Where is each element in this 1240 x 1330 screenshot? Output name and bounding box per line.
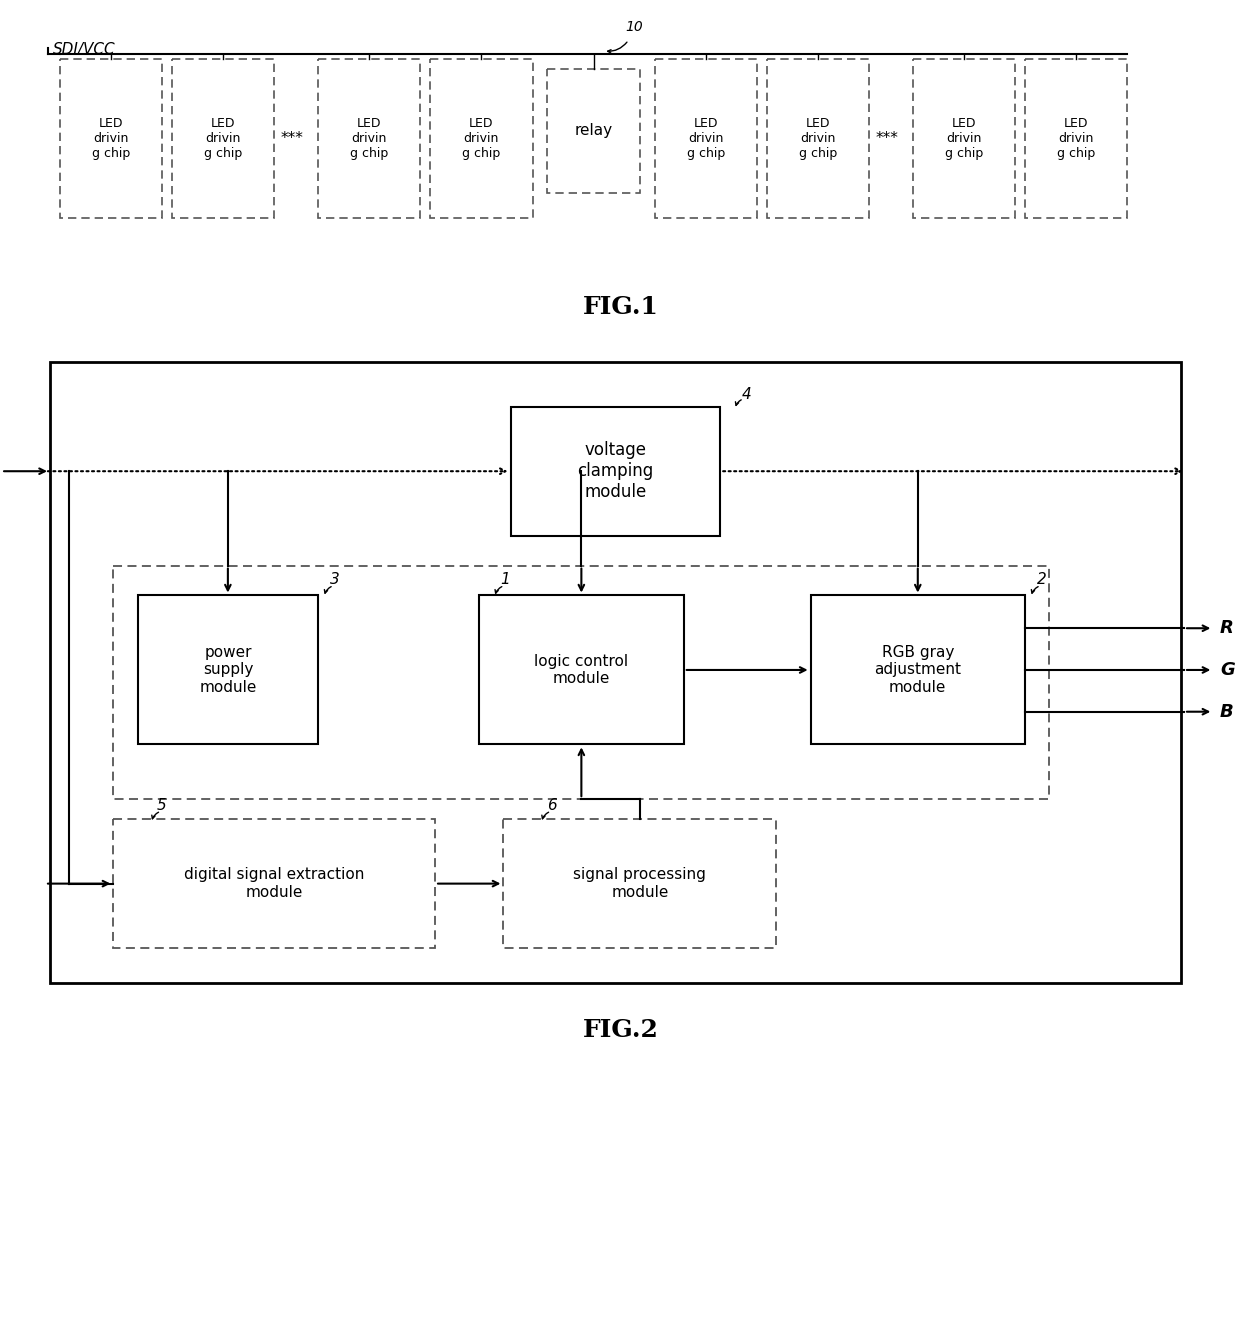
Bar xyxy=(113,819,435,948)
Bar xyxy=(511,407,720,536)
Bar xyxy=(430,59,533,218)
Text: LED
drivin
g chip: LED drivin g chip xyxy=(687,117,725,160)
Bar xyxy=(811,596,1025,745)
Text: 5: 5 xyxy=(157,798,167,813)
Text: digital signal extraction
module: digital signal extraction module xyxy=(184,867,365,900)
Bar xyxy=(766,59,869,218)
Text: B: B xyxy=(1220,702,1234,721)
Text: ***: *** xyxy=(875,130,898,146)
Text: voltage
clamping
module: voltage clamping module xyxy=(578,442,653,501)
Bar xyxy=(547,69,640,193)
Bar xyxy=(913,59,1016,218)
Text: G: G xyxy=(1220,661,1235,680)
Text: LED
drivin
g chip: LED drivin g chip xyxy=(92,117,130,160)
Text: 10: 10 xyxy=(626,20,644,35)
Text: R: R xyxy=(1220,620,1234,637)
Text: ***: *** xyxy=(280,130,304,146)
Text: 2: 2 xyxy=(1037,572,1047,588)
Text: power
supply
module: power supply module xyxy=(200,645,257,694)
Text: LED
drivin
g chip: LED drivin g chip xyxy=(203,117,242,160)
Bar xyxy=(1025,59,1127,218)
Text: RGB gray
adjustment
module: RGB gray adjustment module xyxy=(874,645,961,694)
Text: signal processing
module: signal processing module xyxy=(573,867,707,900)
Text: relay: relay xyxy=(574,124,613,138)
Text: LED
drivin
g chip: LED drivin g chip xyxy=(799,117,837,160)
Text: logic control
module: logic control module xyxy=(534,654,629,686)
Bar xyxy=(655,59,756,218)
Bar xyxy=(113,565,1049,799)
Text: 4: 4 xyxy=(742,387,751,402)
Text: LED
drivin
g chip: LED drivin g chip xyxy=(945,117,983,160)
Text: FIG.1: FIG.1 xyxy=(583,295,658,319)
Text: LED
drivin
g chip: LED drivin g chip xyxy=(463,117,501,160)
Bar xyxy=(138,596,319,745)
Bar xyxy=(319,59,420,218)
Text: 1: 1 xyxy=(501,572,510,588)
Text: FIG.2: FIG.2 xyxy=(583,1017,658,1041)
Bar xyxy=(479,596,683,745)
Text: LED
drivin
g chip: LED drivin g chip xyxy=(1058,117,1095,160)
Text: SDI/VCC: SDI/VCC xyxy=(53,43,115,57)
Bar xyxy=(172,59,274,218)
Text: LED
drivin
g chip: LED drivin g chip xyxy=(350,117,388,160)
Bar xyxy=(50,362,1180,983)
Text: 6: 6 xyxy=(547,798,557,813)
Bar xyxy=(60,59,162,218)
Text: 3: 3 xyxy=(330,572,340,588)
Bar xyxy=(503,819,776,948)
